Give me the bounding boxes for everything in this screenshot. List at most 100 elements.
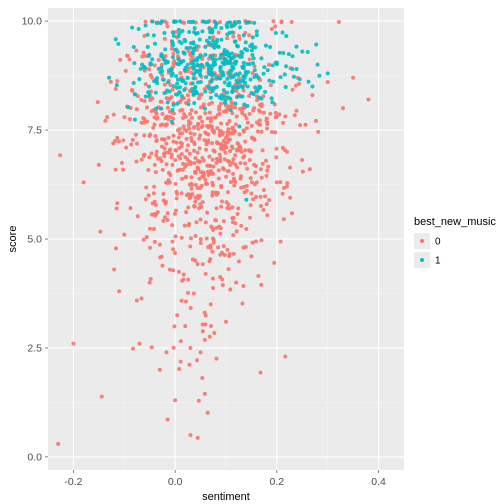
data-point [196, 122, 200, 126]
data-point [184, 210, 188, 214]
data-point [238, 25, 242, 29]
data-point [175, 190, 179, 194]
data-point [231, 86, 235, 90]
data-point [184, 46, 188, 50]
data-point [196, 127, 200, 131]
data-point [212, 131, 216, 135]
data-point [241, 155, 245, 159]
data-point [266, 165, 270, 169]
data-point [185, 148, 189, 152]
data-point [165, 162, 169, 166]
data-point [258, 123, 262, 127]
data-point [304, 123, 308, 127]
data-point [173, 251, 177, 255]
data-point [227, 52, 231, 56]
data-point [98, 230, 102, 234]
data-point [189, 136, 193, 140]
data-point [140, 54, 144, 58]
data-point [155, 112, 159, 116]
data-point [154, 107, 158, 111]
data-point [252, 21, 256, 25]
data-point [203, 338, 207, 342]
data-point [177, 367, 181, 371]
data-point [203, 45, 207, 49]
data-point [275, 61, 279, 65]
data-point [234, 163, 238, 167]
data-point [113, 139, 117, 143]
data-point [274, 155, 278, 159]
data-point [245, 167, 249, 171]
data-point [218, 56, 222, 60]
data-point [271, 19, 275, 23]
data-point [197, 399, 201, 403]
data-point [147, 54, 151, 58]
data-point [192, 125, 196, 129]
data-point [162, 192, 166, 196]
data-point [239, 224, 243, 228]
data-point [211, 190, 215, 194]
x-tick-label: 0.0 [168, 476, 183, 488]
data-point [199, 350, 203, 354]
legend-swatch [420, 258, 424, 262]
data-point [170, 74, 174, 78]
data-point [251, 61, 255, 65]
data-point [209, 302, 213, 306]
data-point [164, 350, 168, 354]
data-point [183, 67, 187, 71]
data-point [187, 20, 191, 24]
data-point [206, 63, 210, 67]
data-point [183, 155, 187, 159]
data-point [215, 206, 219, 210]
data-point [230, 127, 234, 131]
data-point [258, 118, 262, 122]
data-point [244, 227, 248, 231]
data-point [218, 153, 222, 157]
data-point [140, 296, 144, 300]
data-point [242, 102, 246, 106]
data-point [235, 79, 239, 83]
data-point [209, 43, 213, 47]
data-point [147, 155, 151, 159]
data-point [176, 128, 180, 132]
data-point [188, 245, 192, 249]
data-point [237, 259, 241, 263]
data-point [247, 33, 251, 37]
data-point [71, 342, 75, 346]
data-point [124, 146, 128, 150]
data-point [216, 245, 220, 249]
data-point [279, 75, 283, 79]
data-point [253, 45, 257, 49]
data-point [215, 357, 219, 361]
data-point [259, 283, 263, 287]
data-point [158, 243, 162, 247]
data-point [150, 109, 154, 113]
data-point [103, 119, 107, 123]
data-point [242, 33, 246, 37]
data-point [192, 161, 196, 165]
data-point [202, 159, 206, 163]
data-point [261, 208, 265, 212]
data-point [182, 88, 186, 92]
data-point [208, 335, 212, 339]
data-point [194, 110, 198, 114]
data-point [267, 63, 271, 67]
data-point [158, 70, 162, 74]
data-point [162, 31, 166, 35]
data-point [196, 262, 200, 266]
data-point [149, 62, 153, 66]
data-point [239, 50, 243, 54]
data-point [179, 360, 183, 364]
data-point [236, 73, 240, 77]
data-point [249, 91, 253, 95]
data-point [149, 73, 153, 77]
data-point [235, 86, 239, 90]
data-point [258, 370, 262, 374]
data-point [192, 132, 196, 136]
x-tick-label: 0.4 [371, 476, 386, 488]
data-point [226, 190, 230, 194]
data-point [135, 299, 139, 303]
data-point [190, 108, 194, 112]
data-point [214, 93, 218, 97]
data-point [232, 216, 236, 220]
data-point [282, 217, 286, 221]
